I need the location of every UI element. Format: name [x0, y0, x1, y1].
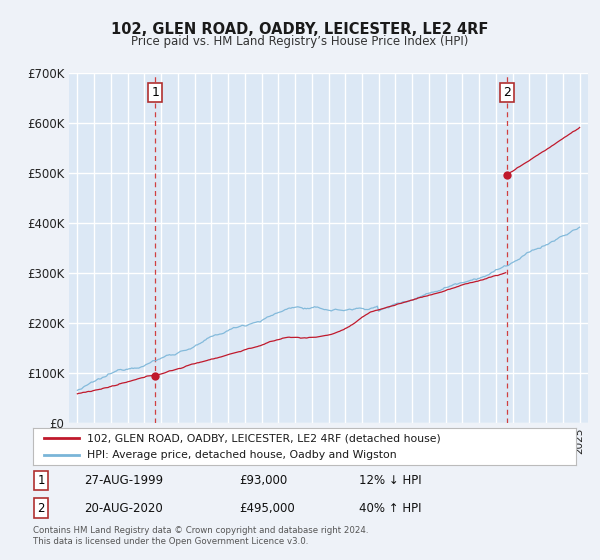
Text: £93,000: £93,000: [239, 474, 287, 487]
Text: Contains HM Land Registry data © Crown copyright and database right 2024.
This d: Contains HM Land Registry data © Crown c…: [33, 526, 368, 546]
Text: 102, GLEN ROAD, OADBY, LEICESTER, LE2 4RF: 102, GLEN ROAD, OADBY, LEICESTER, LE2 4R…: [112, 22, 488, 38]
Text: Price paid vs. HM Land Registry’s House Price Index (HPI): Price paid vs. HM Land Registry’s House …: [131, 35, 469, 48]
Text: 2: 2: [37, 502, 45, 515]
Text: 1: 1: [37, 474, 45, 487]
Text: HPI: Average price, detached house, Oadby and Wigston: HPI: Average price, detached house, Oadb…: [88, 450, 397, 460]
Text: 1: 1: [151, 86, 159, 99]
Text: £495,000: £495,000: [239, 502, 295, 515]
Text: 12% ↓ HPI: 12% ↓ HPI: [359, 474, 421, 487]
Text: 102, GLEN ROAD, OADBY, LEICESTER, LE2 4RF (detached house): 102, GLEN ROAD, OADBY, LEICESTER, LE2 4R…: [88, 433, 441, 443]
Text: 2: 2: [503, 86, 511, 99]
Text: 20-AUG-2020: 20-AUG-2020: [85, 502, 163, 515]
Text: 40% ↑ HPI: 40% ↑ HPI: [359, 502, 421, 515]
Text: 27-AUG-1999: 27-AUG-1999: [85, 474, 164, 487]
